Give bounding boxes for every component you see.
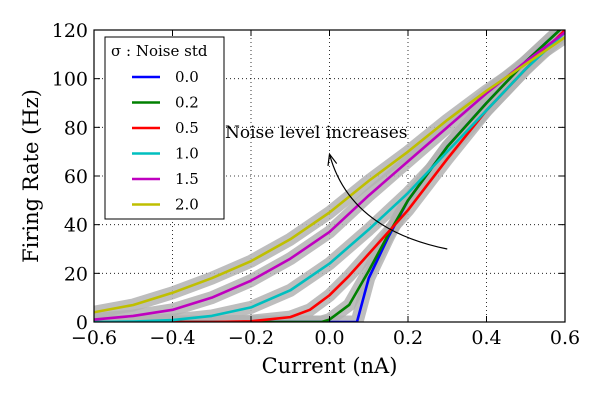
y-tick-label: 80 [64, 117, 88, 139]
x-tick-label: 0.0 [314, 327, 344, 349]
x-tick-label: −0.2 [228, 327, 274, 349]
legend-label: 1.5 [175, 170, 199, 188]
legend-label: 2.0 [175, 196, 199, 214]
x-tick-label: 0.2 [393, 327, 423, 349]
x-axis-title: Current (nA) [262, 354, 398, 378]
y-tick-labels: 0 20 40 60 80 100 120 [52, 20, 88, 334]
x-tick-labels: −0.6 −0.4 −0.2 0.0 0.2 0.4 0.6 [71, 327, 580, 349]
annotation-arrowhead [327, 152, 338, 166]
series-line-1.5 [94, 31, 565, 321]
y-tick-label: 40 [64, 215, 88, 237]
legend-label: 0.0 [175, 68, 199, 86]
annotation: Noise level increases [225, 123, 448, 250]
axis-ticks [93, 29, 566, 323]
legend-title: σ : Noise std [111, 42, 208, 60]
x-tick-label: −0.4 [149, 327, 195, 349]
x-tick-label: 0.6 [550, 327, 580, 349]
annotation-arrow [328, 153, 448, 250]
y-tick-label: 60 [64, 166, 88, 188]
y-axis-title: Firing Rate (Hz) [19, 89, 43, 263]
legend-label: 1.0 [175, 145, 199, 163]
series-line-2.0 [94, 36, 565, 314]
legend-label: 0.5 [175, 119, 199, 137]
x-tick-label: −0.6 [71, 327, 117, 349]
legend-box [104, 36, 225, 220]
y-tick-label: 120 [52, 20, 88, 42]
annotation-text: Noise level increases [225, 123, 407, 143]
series-line-0.2 [94, 30, 562, 322]
y-tick-label: 0 [76, 312, 88, 334]
legend: σ : Noise std 0.0 0.2 0.5 1.0 1.5 2.0 [104, 36, 225, 220]
x-tick-label: 0.4 [471, 327, 501, 349]
legend-label: 0.2 [175, 94, 199, 112]
y-tick-label: 20 [64, 263, 88, 285]
y-tick-label: 100 [52, 69, 88, 91]
